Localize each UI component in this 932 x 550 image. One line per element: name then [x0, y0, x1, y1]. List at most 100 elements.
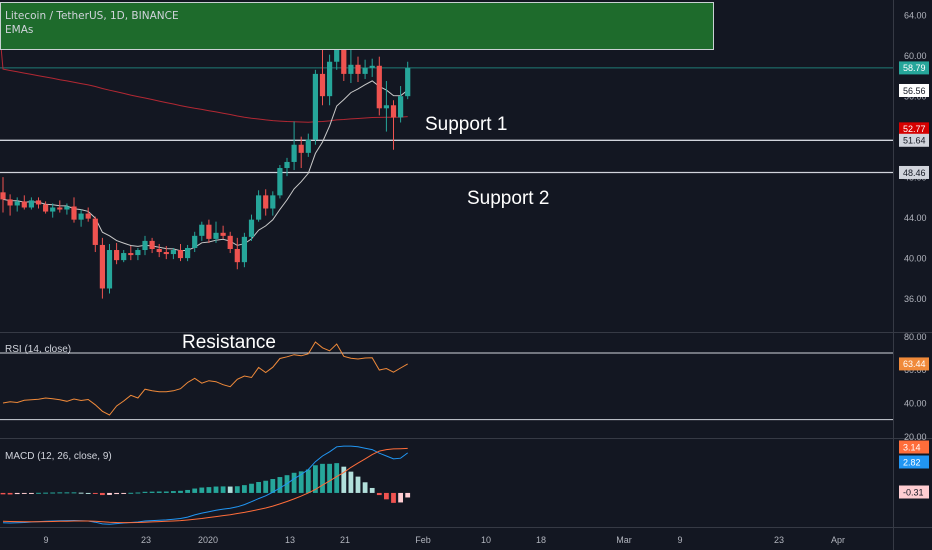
macd-histogram-bar: [21, 492, 27, 494]
support-2-annotation: Support 2: [467, 188, 550, 209]
legend-box: [0, 2, 714, 50]
candle-body: [57, 207, 63, 210]
candle-body: [227, 235, 233, 249]
candle-body: [106, 250, 113, 289]
macd-histogram-bar: [128, 492, 134, 494]
macd-value-bg: [899, 440, 929, 454]
x-tick-label: 23: [141, 535, 151, 545]
ema-slow-line: [0, 35, 408, 123]
macd-histogram-bar: [29, 492, 34, 494]
candle-body: [256, 195, 262, 220]
candle-body: [128, 253, 134, 256]
candle-body: [327, 61, 333, 97]
macd-histogram-bar: [135, 492, 141, 494]
y-tick-label: 44.00: [904, 213, 927, 223]
macd-histogram-bar: [348, 471, 354, 493]
macd-histogram-bar: [355, 476, 361, 493]
macd-histogram-bar: [163, 491, 169, 493]
macd-value-bg: [899, 455, 929, 469]
indicator-label: EMAs: [5, 24, 34, 36]
price-label-bg: [899, 165, 929, 179]
candle-body: [28, 200, 34, 208]
macd-histogram-bar: [369, 487, 375, 493]
macd-histogram-bar: [92, 492, 98, 494]
macd-histogram-bar: [171, 491, 176, 493]
macd-histogram-bar: [71, 492, 77, 494]
resistance-annotation: Resistance: [182, 332, 276, 353]
macd-value-label: 3.14: [903, 442, 921, 452]
candle-body: [376, 65, 382, 109]
macd-histogram-bar: [234, 486, 240, 493]
x-tick-label: 13: [285, 535, 295, 545]
rsi-line: [2, 341, 408, 416]
x-tick-label: 2020: [198, 535, 218, 545]
candle-body: [291, 144, 297, 162]
macd-histogram-bar: [149, 491, 155, 493]
x-tick-label: 9: [43, 535, 48, 545]
macd-histogram-bar: [7, 492, 13, 495]
candle-body: [220, 232, 226, 236]
x-tick-label: Mar: [616, 535, 632, 545]
price-label: 48.46: [903, 168, 926, 178]
macd-histogram-bar: [192, 488, 198, 493]
macd-histogram-bar: [242, 485, 247, 493]
candle-body: [121, 253, 127, 261]
candle-body: [369, 65, 375, 68]
macd-value-label: -0.31: [903, 487, 924, 497]
candle-body: [199, 224, 205, 236]
macd-histogram-bar: [320, 463, 325, 493]
price-label-bg: [899, 133, 929, 147]
candle-body: [355, 64, 361, 74]
macd-histogram-bar: [405, 492, 411, 498]
symbol-title: Litecoin / TetherUS, 1D, BINANCE: [5, 10, 179, 22]
macd-value-label: 2.82: [903, 457, 921, 467]
candle-body: [312, 73, 318, 140]
macd-histogram-bar: [36, 492, 41, 494]
macd-histogram-bar: [43, 492, 48, 494]
y-tick-label: 40.00: [904, 254, 927, 264]
candle-body: [405, 67, 411, 97]
y-tick-label: 60.00: [904, 51, 927, 61]
price-label: 52.77: [903, 124, 926, 134]
candle-body: [341, 26, 347, 74]
rsi-y-tick: 80.00: [904, 332, 927, 342]
ema-fast-line: [2, 80, 409, 252]
macd-histogram-bar: [313, 465, 318, 493]
macd-label: MACD (12, 26, close, 9): [5, 451, 112, 462]
rsi-value-bg: [899, 357, 929, 371]
macd-histogram-bar: [327, 463, 332, 493]
macd-histogram-bar: [341, 466, 347, 493]
candle-body: [319, 73, 326, 97]
macd-histogram-bar: [156, 491, 162, 493]
y-tick-label: 36.00: [904, 294, 927, 304]
macd-histogram-bar: [213, 486, 219, 493]
macd-histogram-bar: [270, 479, 276, 493]
candle-body: [206, 224, 212, 239]
macd-histogram-bar: [263, 480, 269, 493]
macd-histogram-bar: [78, 492, 84, 494]
candle-body: [248, 219, 255, 237]
candle-body: [390, 105, 397, 118]
macd-histogram-bar: [398, 492, 403, 503]
macd-histogram-bar: [256, 482, 261, 493]
price-label-bg: [899, 61, 929, 75]
candle-body: [298, 144, 304, 153]
candle-body: [0, 192, 6, 200]
candle-body: [185, 247, 191, 259]
macd-histogram-bar: [334, 463, 340, 493]
candle-body: [71, 206, 77, 220]
macd-histogram-bar: [142, 491, 148, 493]
candle-body: [213, 232, 219, 239]
price-label-bg: [899, 83, 929, 97]
rsi-y-tick: 20.00: [904, 432, 927, 442]
candle-body: [348, 64, 354, 74]
candle-body: [263, 195, 269, 209]
macd-histogram-bar: [305, 469, 311, 493]
candle-body: [234, 249, 240, 263]
macd-histogram-bar: [14, 492, 20, 495]
macd-value-bg: [899, 485, 929, 499]
macd-histogram-bar: [50, 492, 56, 494]
candle-body: [156, 249, 162, 253]
candle-body: [21, 201, 27, 208]
